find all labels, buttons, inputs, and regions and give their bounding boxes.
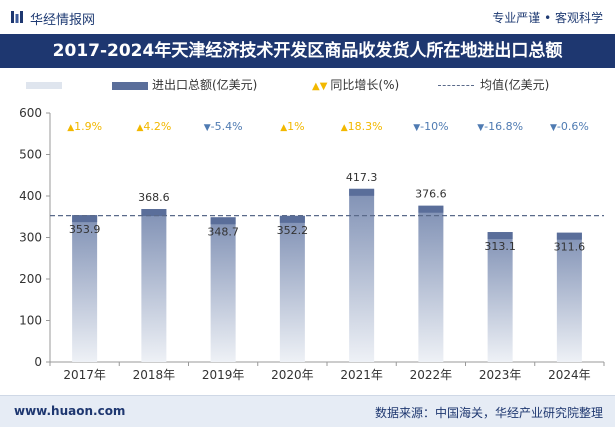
data-label: 311.6	[554, 241, 586, 254]
growth-label: ▼-10%	[413, 120, 448, 133]
data-label: 368.6	[138, 191, 170, 204]
bar-top-cap	[141, 209, 167, 217]
growth-value: -0.6%	[557, 120, 589, 133]
bar	[556, 232, 582, 362]
bar-top-cap	[556, 232, 582, 240]
y-tick-label: 200	[19, 272, 42, 286]
legend-item-mean: 均值(亿美元)	[438, 77, 549, 93]
legend-mean-swatch	[438, 85, 474, 86]
bar	[487, 232, 513, 362]
growth-up-icon: ▲	[136, 123, 143, 133]
growth-value: -16.8%	[484, 120, 523, 133]
growth-value: -5.4%	[211, 120, 243, 133]
bar	[210, 217, 236, 362]
growth-down-icon: ▼	[550, 123, 557, 133]
legend-mean-label: 均值(亿美元)	[480, 78, 550, 92]
growth-up-icon: ▲	[67, 123, 74, 133]
y-tick-label: 0	[34, 355, 42, 369]
x-tick-label: 2022年	[410, 368, 453, 382]
bar	[279, 215, 305, 362]
y-tick-label: 600	[19, 106, 42, 120]
x-tick-label: 2017年	[63, 368, 106, 382]
bar-top-cap	[72, 215, 98, 223]
growth-up-icon: ▲	[341, 123, 348, 133]
bar	[349, 188, 375, 362]
legend: 进出口总额(亿美元) ▲▼ 同比增长(%) 均值(亿美元)	[0, 74, 615, 96]
x-tick-label: 2019年	[202, 368, 245, 382]
growth-label: ▼-16.8%	[477, 120, 523, 133]
growth-down-icon: ▼	[413, 123, 420, 133]
growth-label: ▼-5.4%	[204, 120, 243, 133]
bar-top-cap	[279, 215, 305, 223]
bar	[141, 209, 167, 362]
y-tick-label: 500	[19, 148, 42, 162]
growth-down-icon: ▼	[204, 123, 211, 133]
growth-value: 1.9%	[74, 120, 102, 133]
footer: www.huaon.com 数据来源：中国海关，华经产业研究院整理	[0, 395, 615, 427]
growth-value: 18.3%	[348, 120, 383, 133]
growth-value: 1%	[287, 120, 304, 133]
bar-top-cap	[487, 232, 513, 240]
top-bar: 华经情报网 专业严谨 • 客观科学	[0, 0, 615, 34]
data-label: 348.7	[207, 225, 239, 238]
growth-down-icon: ▼	[477, 123, 484, 133]
growth-up-icon: ▲	[280, 123, 287, 133]
tagline: 专业严谨 • 客观科学	[492, 11, 603, 25]
x-tick-label: 2018年	[133, 368, 176, 382]
legend-growth-label: 同比增长(%)	[330, 78, 400, 92]
growth-value: 4.2%	[143, 120, 171, 133]
x-tick-label: 2021年	[340, 368, 383, 382]
growth-label: ▲18.3%	[341, 120, 383, 133]
growth-value: -10%	[420, 120, 448, 133]
growth-label: ▲4.2%	[136, 120, 171, 133]
chart-title: 2017-2024年天津经济技术开发区商品收发货人所在地进出口总额	[52, 41, 563, 61]
data-source: 数据来源：中国海关，华经产业研究院整理	[374, 406, 603, 420]
data-label: 313.1	[484, 240, 516, 253]
data-label: 353.9	[69, 223, 101, 236]
x-tick-label: 2024年	[548, 368, 591, 382]
legend-down-icon: ▼	[319, 81, 328, 92]
x-tick-label: 2023年	[479, 368, 522, 382]
x-tick-label: 2020年	[271, 368, 314, 382]
legend-up-icon: ▲	[312, 81, 320, 92]
legend-item-total: 进出口总额(亿美元)	[112, 77, 257, 93]
brand-name: 华经情报网	[30, 13, 96, 28]
bar	[72, 215, 98, 362]
site-url: www.huaon.com	[14, 404, 126, 418]
data-label: 352.2	[277, 224, 309, 237]
growth-label: ▲1.9%	[67, 120, 102, 133]
growth-label: ▼-0.6%	[550, 120, 589, 133]
legend-bar-swatch	[112, 81, 148, 90]
bar-top-cap	[210, 217, 236, 225]
legend-item-area	[26, 77, 62, 93]
legend-item-growth: ▲▼ 同比增长(%)	[312, 77, 399, 93]
bar	[418, 205, 444, 362]
title-bar: 2017-2024年天津经济技术开发区商品收发货人所在地进出口总额	[0, 34, 615, 68]
data-label: 376.6	[415, 188, 447, 201]
bar-top-cap	[349, 188, 375, 196]
y-tick-label: 100	[19, 314, 42, 328]
legend-total-label: 进出口总额(亿美元)	[152, 78, 258, 92]
legend-area-swatch	[26, 82, 62, 89]
brand-logo-icon	[11, 11, 23, 23]
bar-top-cap	[418, 205, 444, 213]
growth-label: ▲1%	[280, 120, 304, 133]
y-tick-label: 400	[19, 189, 42, 203]
data-label: 417.3	[346, 171, 378, 184]
y-tick-label: 300	[19, 231, 42, 245]
